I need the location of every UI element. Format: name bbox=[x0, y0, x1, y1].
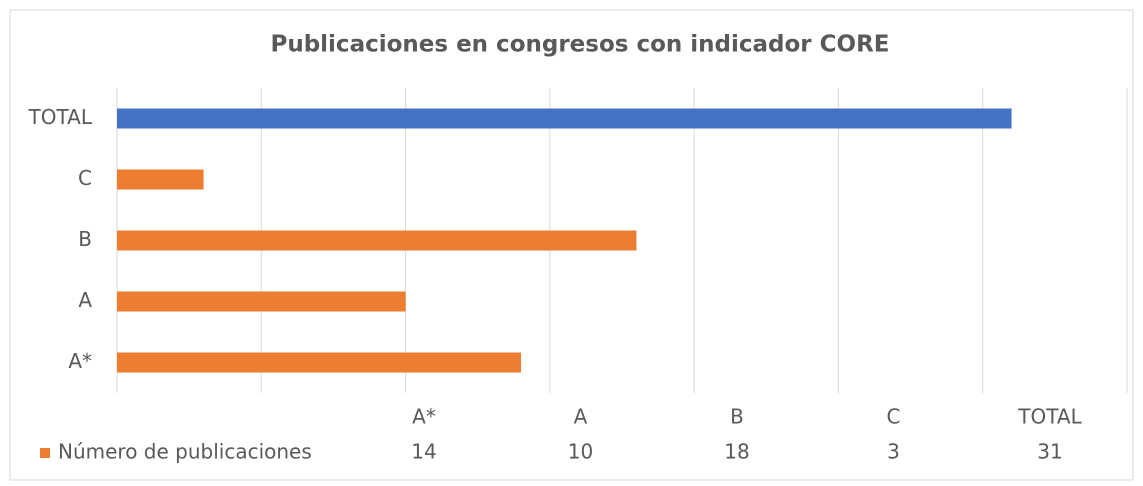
bar bbox=[117, 230, 637, 251]
table-value: 10 bbox=[568, 440, 593, 464]
bar bbox=[117, 169, 204, 190]
table-header: TOTAL bbox=[1017, 405, 1082, 429]
table-header: A* bbox=[412, 405, 436, 429]
y-tick-label: TOTAL bbox=[28, 105, 93, 129]
y-tick-label: A* bbox=[68, 349, 92, 373]
legend-swatch bbox=[40, 448, 50, 458]
y-tick-label: B bbox=[78, 227, 92, 251]
table-header: B bbox=[730, 405, 744, 429]
table-value: 14 bbox=[411, 440, 436, 464]
y-tick-label: A bbox=[78, 288, 92, 312]
table-value: 18 bbox=[724, 440, 749, 464]
legend-label: Número de publicaciones bbox=[58, 440, 312, 464]
table-header: A bbox=[574, 405, 588, 429]
table-header: C bbox=[887, 405, 901, 429]
bar bbox=[117, 291, 406, 312]
bar bbox=[117, 108, 1012, 129]
y-tick-label: C bbox=[78, 166, 92, 190]
bar bbox=[117, 352, 521, 373]
table-value: 3 bbox=[887, 440, 900, 464]
table-value: 31 bbox=[1037, 440, 1062, 464]
chart-title: Publicaciones en congresos con indicador… bbox=[270, 32, 889, 58]
